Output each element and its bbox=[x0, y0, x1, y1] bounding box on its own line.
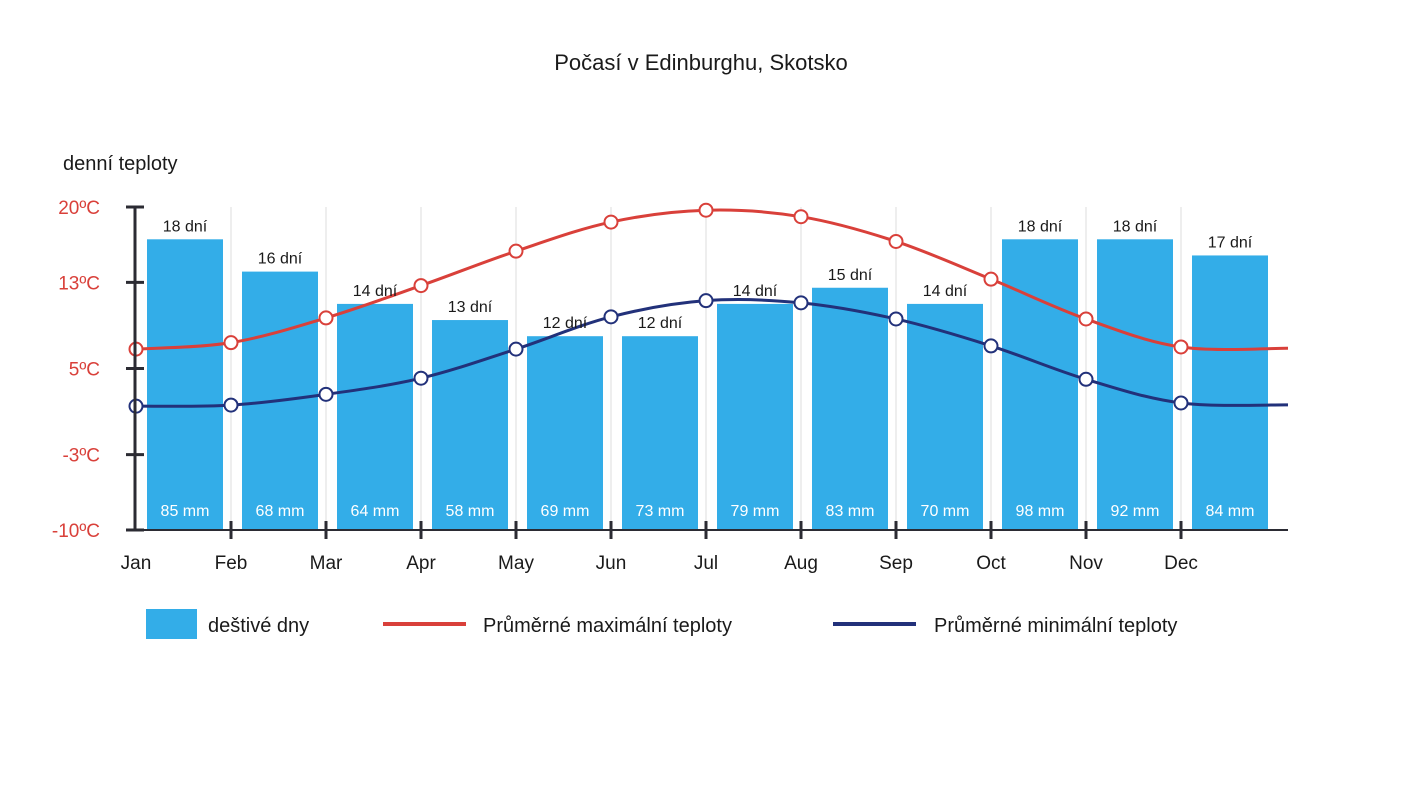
x-tick-label-jul: Jul bbox=[694, 553, 718, 574]
y-tick-label: 5ºC bbox=[69, 360, 100, 381]
rainy-days-label-nov: 18 dní bbox=[1113, 218, 1158, 235]
point-max-jun bbox=[603, 214, 619, 230]
precipitation-label-dec: 84 mm bbox=[1206, 503, 1255, 520]
precipitation-label-aug: 83 mm bbox=[826, 503, 875, 520]
precipitation-label-apr: 58 mm bbox=[446, 503, 495, 520]
bar-may bbox=[527, 336, 603, 530]
bar-mar bbox=[337, 303, 413, 530]
grid-lines bbox=[230, 207, 1182, 530]
bar-nov bbox=[1097, 239, 1173, 531]
bar-dec bbox=[1192, 255, 1268, 530]
rainy-days-label-sep: 14 dní bbox=[923, 283, 968, 300]
legend-label-rainy-days: deštivé dny bbox=[208, 615, 309, 637]
point-max-oct bbox=[983, 271, 999, 287]
point-min-may bbox=[508, 341, 524, 357]
point-max-aug bbox=[793, 209, 809, 225]
precipitation-label-jun: 73 mm bbox=[636, 503, 685, 520]
x-tick-label-oct: Oct bbox=[976, 553, 1006, 574]
rainy-days-label-apr: 13 dní bbox=[448, 299, 493, 316]
chart-title: Počasí v Edinburghu, Skotsko bbox=[554, 50, 848, 75]
point-min-sep bbox=[888, 311, 904, 327]
lines-group bbox=[128, 202, 1289, 414]
y-tick-label: 20ºC bbox=[58, 198, 100, 219]
point-min-jul bbox=[698, 293, 714, 309]
point-max-apr bbox=[413, 278, 429, 294]
point-min-mar bbox=[318, 386, 334, 402]
point-max-may bbox=[508, 243, 524, 259]
precipitation-label-jul: 79 mm bbox=[731, 503, 780, 520]
legend-swatch-rainy-days bbox=[146, 609, 197, 639]
point-max-mar bbox=[318, 310, 334, 326]
x-tick-label-jun: Jun bbox=[596, 553, 627, 574]
legend-label-min-temp: Průměrné minimální teploty bbox=[934, 615, 1177, 637]
point-min-oct bbox=[983, 338, 999, 354]
point-min-apr bbox=[413, 370, 429, 386]
point-max-nov bbox=[1078, 311, 1094, 327]
point-max-jul bbox=[698, 202, 714, 218]
legend-label-max-temp: Průměrné maximální teploty bbox=[483, 615, 732, 637]
rainy-days-label-oct: 18 dní bbox=[1018, 218, 1063, 235]
precipitation-label-feb: 68 mm bbox=[256, 503, 305, 520]
labels-group: 18 dní 85 mm 16 dní 68 mm 14 dní 64 mm 13 dní 5… bbox=[161, 218, 1255, 520]
point-min-feb bbox=[223, 397, 239, 413]
precipitation-label-sep: 70 mm bbox=[921, 503, 970, 520]
bar-jun bbox=[622, 336, 698, 530]
y-tick-label: -10ºC bbox=[52, 521, 100, 542]
y-tick-label: -3ºC bbox=[62, 446, 100, 467]
precipitation-label-jan: 85 mm bbox=[161, 503, 210, 520]
bar-sep bbox=[907, 303, 983, 530]
bar-jul bbox=[717, 303, 793, 530]
point-max-feb bbox=[223, 335, 239, 351]
point-max-sep bbox=[888, 233, 904, 249]
x-tick-label-jan: Jan bbox=[121, 553, 152, 574]
bar-jan bbox=[147, 239, 223, 531]
rainy-days-label-aug: 15 dní bbox=[828, 267, 873, 284]
x-tick-label-feb: Feb bbox=[215, 553, 248, 574]
point-min-nov bbox=[1078, 371, 1094, 387]
point-max-dec bbox=[1173, 339, 1189, 355]
rainy-days-label-feb: 16 dní bbox=[258, 251, 303, 268]
rainy-days-label-may: 12 dní bbox=[543, 315, 588, 332]
rainy-days-label-dec: 17 dní bbox=[1208, 234, 1253, 251]
point-min-aug bbox=[793, 295, 809, 311]
bar-aug bbox=[812, 287, 888, 530]
x-tick-label-apr: Apr bbox=[406, 553, 436, 574]
precipitation-label-oct: 98 mm bbox=[1016, 503, 1065, 520]
point-min-dec bbox=[1173, 395, 1189, 411]
bars-group bbox=[147, 239, 1268, 531]
x-tick-label-nov: Nov bbox=[1069, 553, 1103, 574]
rainy-days-label-jan: 18 dní bbox=[163, 218, 208, 235]
precipitation-label-may: 69 mm bbox=[541, 503, 590, 520]
x-tick-label-sep: Sep bbox=[879, 553, 913, 574]
precipitation-label-mar: 64 mm bbox=[351, 503, 400, 520]
bar-apr bbox=[432, 320, 508, 530]
rainy-days-label-jun: 12 dní bbox=[638, 315, 683, 332]
rainy-days-label-mar: 14 dní bbox=[353, 283, 398, 300]
point-min-jun bbox=[603, 309, 619, 325]
rainy-days-label-jul: 14 dní bbox=[733, 283, 778, 300]
x-tick-label-mar: Mar bbox=[310, 553, 343, 574]
axes-group: 20ºC 13ºC 5ºC -3ºC -10ºC Jan Feb Mar Apr May Jun Ju… bbox=[52, 198, 1288, 574]
precipitation-label-nov: 92 mm bbox=[1111, 503, 1160, 520]
x-tick-label-may: May bbox=[498, 553, 534, 574]
x-tick-label-aug: Aug bbox=[784, 553, 818, 574]
bar-oct bbox=[1002, 239, 1078, 531]
y-tick-label: 13ºC bbox=[58, 273, 100, 294]
y-axis-title: denní teploty bbox=[63, 153, 178, 175]
legend: deštivé dny Průměrné maximální teploty P… bbox=[146, 609, 1177, 639]
x-tick-label-dec: Dec bbox=[1164, 553, 1198, 574]
